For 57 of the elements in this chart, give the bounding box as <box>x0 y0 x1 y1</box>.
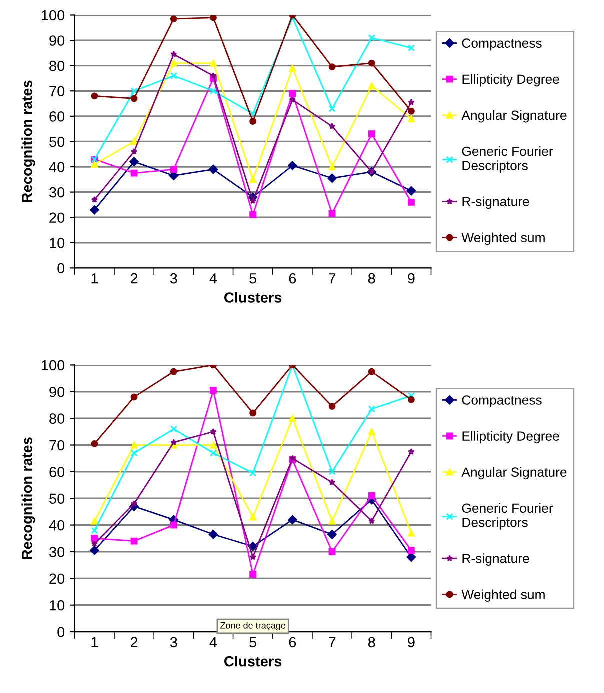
y-axis-title: Recognition rates <box>22 438 36 560</box>
y-tick-label: 70 <box>50 86 65 97</box>
y-tick-label: 40 <box>49 162 65 172</box>
y-tick-label: 100 <box>42 360 65 371</box>
legend-label: Generic Fourier Descriptors <box>462 146 554 173</box>
x-tick-label: 7 <box>328 637 336 648</box>
x-tick-label: 2 <box>130 637 138 648</box>
x-tick-label: 5 <box>250 274 257 284</box>
y-tick-label: 60 <box>50 467 65 478</box>
x-tick-label: 8 <box>368 637 376 648</box>
x-tick-label: 8 <box>368 273 376 284</box>
legend-label: Angular Signature <box>462 110 567 123</box>
x-tick-label: 4 <box>210 274 218 284</box>
y-tick-label: 30 <box>50 547 65 558</box>
x-axis-title: Clusters <box>224 292 282 303</box>
legend-label: Compactness <box>462 396 542 408</box>
y-tick-label: 80 <box>50 60 65 72</box>
x-tick-label: 6 <box>289 273 296 284</box>
legend-label: Generic Fourier Descriptors <box>462 503 554 530</box>
y-tick-label: 20 <box>50 212 65 224</box>
legend-label: Weighted sum <box>462 590 545 602</box>
legend-label: Compactness <box>462 38 542 51</box>
legend-label: Weighted sum <box>462 232 545 246</box>
legend-label: Ellipticity Degree <box>462 431 560 444</box>
y-tick-label: 0 <box>58 627 65 638</box>
y-tick-label: 70 <box>50 440 65 451</box>
annotation: Zone de traçage <box>220 622 286 631</box>
y-tick-label: 50 <box>50 136 65 148</box>
x-axis-title: Clusters <box>224 656 282 667</box>
x-tick-label: 4 <box>210 637 218 648</box>
y-tick-label: 40 <box>49 520 65 531</box>
x-tick-label: 1 <box>92 274 98 284</box>
y-tick-label: 60 <box>50 112 65 122</box>
y-tick-label: 10 <box>50 600 65 611</box>
y-tick-label: 100 <box>42 10 65 21</box>
y-tick-label: 80 <box>50 414 65 424</box>
legend-label: R-signature <box>462 196 530 210</box>
x-tick-label: 3 <box>170 637 178 648</box>
x-tick-label: 5 <box>250 637 257 648</box>
legend-label: R-signature <box>462 554 530 566</box>
x-tick-label: 6 <box>289 637 296 648</box>
y-tick-label: 90 <box>50 386 65 398</box>
x-tick-label: 2 <box>130 273 138 284</box>
y-tick-label: 90 <box>50 36 65 46</box>
x-tick-label: 1 <box>92 637 98 648</box>
y-tick-label: 30 <box>50 187 65 198</box>
y-tick-label: 0 <box>58 263 65 274</box>
legend-label: Ellipticity Degree <box>462 74 560 87</box>
x-tick-label: 3 <box>170 273 178 284</box>
legend-label: Angular Signature <box>462 467 567 480</box>
y-tick-label: 10 <box>50 238 65 248</box>
x-tick-label: 9 <box>408 637 415 648</box>
y-tick-label: 20 <box>50 574 65 584</box>
x-tick-label: 9 <box>408 273 415 284</box>
y-axis-title: Recognition rates <box>22 80 36 202</box>
y-tick-label: 50 <box>50 494 65 504</box>
x-tick-label: 7 <box>328 274 336 284</box>
